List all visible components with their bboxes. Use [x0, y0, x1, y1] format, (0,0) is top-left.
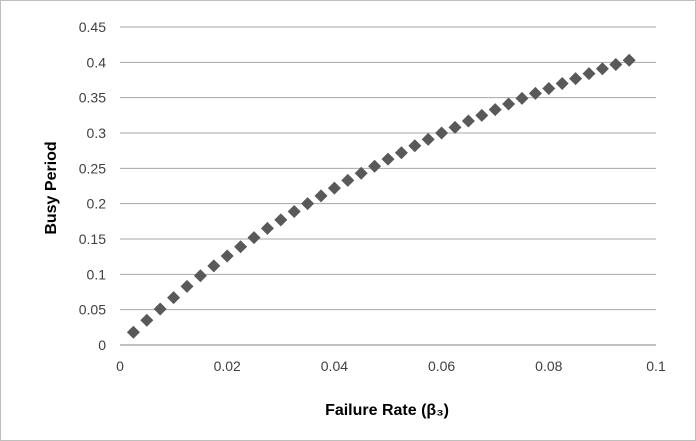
x-tick-label: 0.02 [214, 358, 241, 374]
data-point [368, 159, 382, 173]
data-point [515, 91, 529, 105]
data-point [408, 139, 422, 153]
data-point [622, 53, 636, 67]
data-point [287, 204, 301, 218]
data-point [153, 302, 167, 316]
data-point [488, 103, 502, 117]
data-point [341, 173, 355, 187]
y-tick-label: 0.45 [79, 19, 106, 35]
data-point [435, 126, 449, 140]
x-tick-labels: 0 0.02 0.04 0.06 0.08 0.1 [116, 358, 666, 374]
data-point [381, 152, 395, 166]
data-point [193, 269, 207, 283]
y-axis-title: Busy Period [43, 141, 60, 234]
x-tick-label: 0.06 [428, 358, 455, 374]
x-tick-label: 0.08 [535, 358, 562, 374]
data-point [260, 221, 274, 235]
data-point [542, 81, 556, 95]
data-point [528, 86, 542, 100]
data-point [301, 197, 315, 211]
y-tick-label: 0.15 [79, 231, 106, 247]
x-tick-label: 0.04 [321, 358, 348, 374]
data-point [327, 181, 341, 195]
data-point [247, 231, 261, 245]
data-point [167, 291, 181, 305]
data-point [609, 57, 623, 71]
data-point [220, 249, 234, 263]
y-tick-labels: 0 0.05 0.1 0.15 0.2 0.25 0.3 0.35 0.4 0.45 [79, 19, 106, 353]
x-tick-label: 0.1 [646, 358, 666, 374]
y-tick-label: 0.2 [87, 196, 107, 212]
x-tick-label: 0 [116, 358, 124, 374]
data-point [421, 132, 435, 146]
data-point [448, 120, 462, 134]
data-point [354, 166, 368, 180]
data-point [394, 146, 408, 160]
data-points [126, 53, 636, 339]
y-tick-label: 0.25 [79, 160, 106, 176]
y-tick-label: 0.4 [87, 54, 107, 70]
data-point [582, 67, 596, 81]
y-tick-label: 0.1 [87, 266, 107, 282]
data-point [475, 108, 489, 122]
data-point [207, 259, 221, 273]
data-point [595, 62, 609, 76]
data-point [180, 279, 194, 293]
data-point [569, 72, 583, 86]
data-point [502, 97, 516, 111]
y-tick-label: 0.05 [79, 302, 106, 318]
data-point [140, 313, 154, 327]
data-point [274, 213, 288, 227]
y-tick-label: 0.35 [79, 90, 106, 106]
x-axis-title: Failure Rate (β₃) [325, 402, 449, 419]
gridlines [120, 26, 656, 311]
data-point [314, 189, 328, 203]
y-tick-label: 0.3 [87, 125, 107, 141]
y-tick-label: 0 [98, 337, 106, 353]
data-point [234, 240, 248, 254]
data-point [126, 325, 140, 339]
data-point [555, 77, 569, 91]
data-point [461, 114, 475, 128]
